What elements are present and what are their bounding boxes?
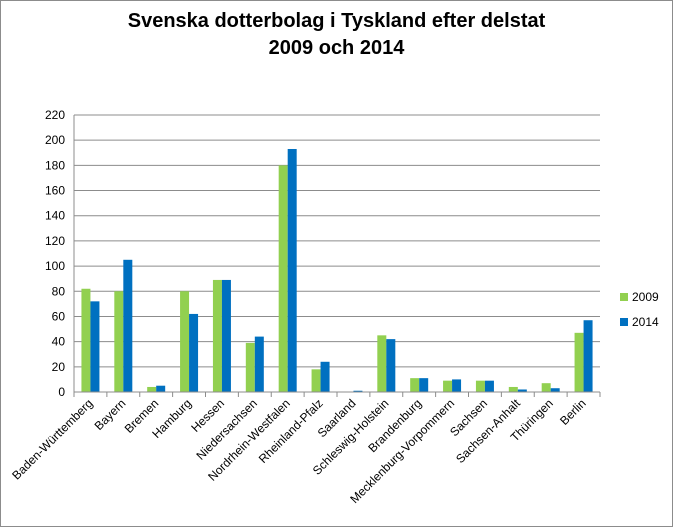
bar-2009-Baden-Württemberg — [81, 288, 91, 392]
legend: 2009 2014 — [620, 290, 659, 329]
bar-2009-Bremen — [147, 386, 157, 392]
bar-2009-Mecklenburg-Vorpommern — [443, 380, 453, 392]
bar-2009-Hessen — [212, 279, 222, 392]
bar-2014-Bayern — [123, 259, 133, 392]
bar-2014-Niedersachsen — [254, 336, 264, 392]
bar-2014-Schleswig-Holstein — [386, 339, 396, 392]
bar-2009-Bayern — [114, 291, 124, 392]
x-axis-tick-labels: Baden-WürttembergBayernBremenHamburgHess… — [9, 396, 588, 506]
bars — [81, 148, 593, 392]
bar-2014-Rheinland-Pfalz — [320, 361, 330, 392]
bar-2009-Berlin — [574, 332, 584, 392]
y-tick-label: 120 — [45, 234, 65, 248]
bar-2014-Nordrhein-Westfalen — [287, 148, 297, 392]
y-tick-label: 140 — [45, 209, 65, 223]
bar-2009-Thüringen — [541, 383, 551, 392]
legend-swatch-2014 — [620, 318, 628, 326]
x-tick-label: Berlin — [557, 396, 589, 428]
y-tick-label: 0 — [58, 385, 65, 399]
bar-2009-Rheinland-Pfalz — [311, 369, 321, 392]
y-tick-label: 100 — [45, 259, 65, 273]
y-tick-label: 220 — [45, 108, 65, 122]
bar-2014-Brandenburg — [419, 378, 429, 392]
bar-2014-Sachsen-Anhalt — [517, 389, 527, 392]
y-tick-label: 40 — [52, 335, 66, 349]
y-tick-label: 160 — [45, 184, 65, 198]
bar-2014-Sachsen — [484, 380, 494, 392]
bar-2014-Thüringen — [550, 388, 560, 392]
x-tick-label: Baden-Württemberg — [9, 396, 95, 482]
axes — [73, 115, 601, 397]
y-tick-label: 60 — [52, 309, 66, 323]
bar-2014-Bremen — [156, 385, 166, 392]
bar-2009-Schleswig-Holstein — [377, 335, 387, 392]
y-tick-label: 80 — [52, 284, 66, 298]
chart-title-line-1: Svenska dotterbolag i Tyskland efter del… — [127, 10, 546, 32]
bar-2009-Nordrhein-Westfalen — [278, 165, 288, 392]
legend-label-2014: 2014 — [632, 315, 659, 329]
bar-2014-Berlin — [583, 320, 593, 392]
bar-2009-Sachsen — [475, 380, 485, 392]
bar-2014-Hessen — [221, 279, 231, 392]
bar-2014-Hamburg — [189, 313, 199, 392]
bar-2014-Mecklenburg-Vorpommern — [452, 379, 462, 392]
bar-2014-Baden-Württemberg — [90, 301, 100, 392]
y-tick-label: 200 — [45, 133, 65, 147]
bar-2009-Brandenburg — [410, 378, 420, 392]
chart-title-line-2: 2009 och 2014 — [268, 37, 405, 59]
chart-title: Svenska dotterbolag i Tyskland efter del… — [0, 8, 673, 62]
bar-2009-Sachsen-Anhalt — [508, 386, 518, 392]
legend-label-2009: 2009 — [632, 290, 659, 304]
bar-2009-Hamburg — [180, 291, 190, 392]
y-tick-label: 20 — [52, 360, 66, 374]
y-axis-tick-labels: 0 20 40 60 80 100 120 140 160 180 200 220 — [45, 108, 65, 399]
gridlines — [74, 114, 600, 368]
legend-swatch-2009 — [620, 293, 628, 301]
bar-2014-Saarland — [353, 390, 363, 392]
bar-2009-Niedersachsen — [245, 342, 255, 392]
y-tick-label: 180 — [45, 158, 65, 172]
